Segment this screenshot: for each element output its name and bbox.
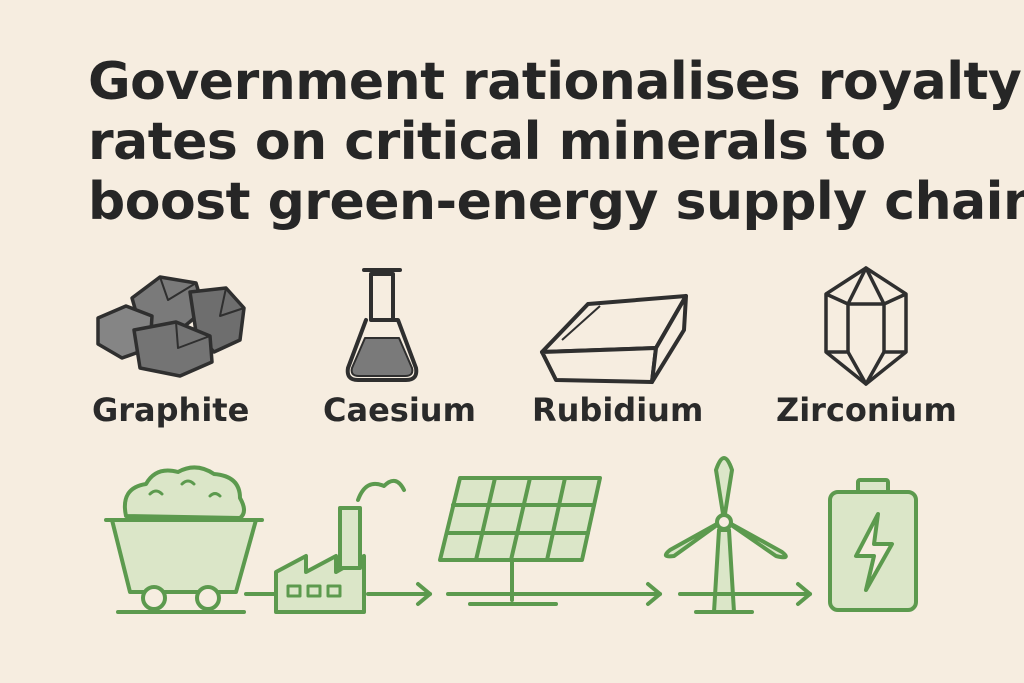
factory-icon (274, 478, 406, 614)
mine-cart-icon (104, 465, 264, 614)
headline-line-2: rates on critical minerals to (88, 112, 886, 172)
metal-ingot-icon (540, 294, 688, 384)
headline-line-3: boost green-energy supply chain (88, 172, 1024, 232)
mineral-label-rubidium: Rubidium (532, 391, 704, 429)
wind-turbine-icon (663, 456, 788, 614)
flask-icon (345, 268, 419, 382)
mineral-label-graphite: Graphite (92, 391, 250, 429)
graphite-rocks-icon (96, 275, 246, 378)
solar-panel-icon (438, 476, 602, 606)
headline: Government rationalises royalty rates on… (88, 52, 1024, 232)
headline-line-1: Government rationalises royalty (88, 52, 1022, 112)
mineral-label-caesium: Caesium (323, 391, 476, 429)
mineral-label-zirconium: Zirconium (776, 391, 957, 429)
battery-icon (828, 478, 918, 612)
arrow-connector-2 (366, 582, 432, 606)
arrow-connector-4 (678, 582, 812, 606)
arrow-connector-3 (446, 582, 662, 606)
crystal-icon (824, 266, 908, 386)
